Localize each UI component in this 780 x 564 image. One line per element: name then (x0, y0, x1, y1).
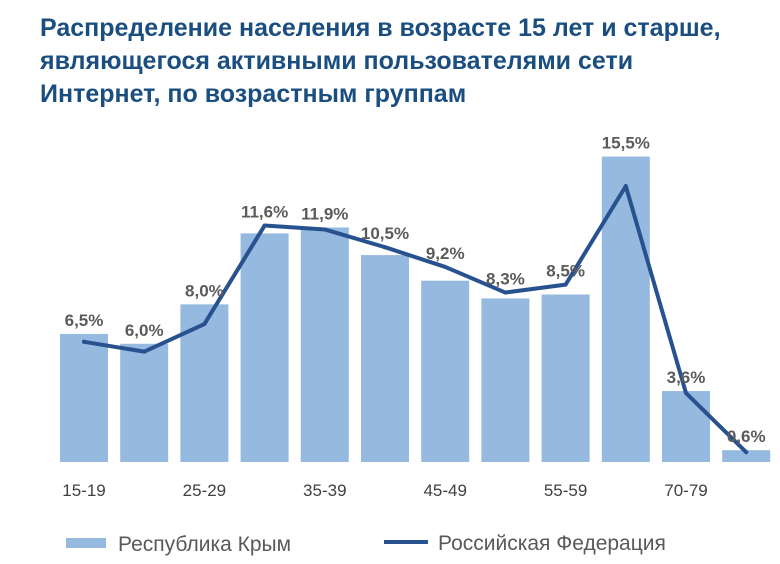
legend-label-line: Российская Федерация (438, 532, 666, 555)
line-group (82, 184, 749, 455)
line-point-45-49 (443, 264, 448, 269)
line-point-70-79 (684, 391, 688, 396)
chart-title-line-1: Распределение населения в возрасте 15 ле… (40, 14, 721, 42)
bar-25-29 (180, 304, 229, 462)
x-tick-label: 15-19 (62, 481, 105, 500)
bar-35-39 (300, 227, 349, 462)
x-tick-label: 35-39 (303, 481, 346, 500)
line-point-80+ (744, 450, 749, 455)
bar-70-79 (662, 391, 710, 462)
chart-title-line-3: Интернет, по возрастным группам (40, 80, 467, 108)
data-label-60-69: 15,5% (602, 134, 650, 153)
legend-swatch-bar (66, 538, 106, 548)
data-label-40-44: 10,5% (361, 224, 409, 243)
data-label-55-59: 8,5% (546, 262, 585, 281)
bars-group (60, 156, 771, 462)
data-label-35-39: 11,9% (301, 205, 348, 224)
bar-80+ (722, 450, 771, 462)
bar-20-24 (120, 343, 169, 462)
x-tick-label: 25-29 (183, 481, 226, 500)
line-point-60-69 (623, 184, 628, 189)
chart-title: Распределение населения в возрасте 15 ле… (40, 12, 760, 111)
bar-30-34 (240, 233, 289, 462)
line-point-40-44 (383, 245, 387, 250)
line-point-25-29 (202, 322, 207, 327)
data-labels-group: 6,5% 6,0% 8,0% 11,6% 11,9% 10,5% 9,2% 8,3% 8,5% 1… (65, 134, 766, 447)
bar-55-59 (541, 294, 590, 462)
data-label-25-29: 8,0% (185, 281, 224, 300)
line-point-50-54 (503, 290, 508, 295)
data-label-70-79: 3,6% (667, 368, 706, 387)
line-point-30-34 (262, 223, 267, 228)
x-tick-label: 45-49 (423, 481, 466, 500)
line-point-35-39 (322, 227, 327, 232)
bar-60-69 (601, 156, 650, 462)
bar-40-44 (361, 255, 409, 462)
data-label-20-24: 6,0% (125, 321, 164, 340)
line-point-20-24 (142, 349, 147, 354)
line-point-55-59 (563, 282, 568, 287)
chart-title-line-2: являющегося активными пользователями сет… (40, 47, 634, 75)
data-label-80+: 0,6% (727, 427, 766, 446)
legend-label-bar: Республика Крым (118, 533, 291, 556)
bar-50-54 (481, 298, 530, 462)
data-label-15-19: 6,5% (65, 311, 104, 330)
data-label-45-49: 9,2% (426, 244, 465, 263)
legend: Республика Крым Российская Федерация (66, 532, 666, 556)
bar-15-19 (60, 333, 108, 462)
line-series-rf (82, 184, 749, 455)
bar-45-49 (421, 280, 470, 462)
data-label-30-34: 11,6% (241, 203, 288, 222)
line-point-15-19 (82, 339, 86, 344)
data-label-50-54: 8,3% (486, 270, 525, 289)
x-tick-label: 70-79 (664, 481, 707, 500)
x-tick-label: 55-59 (544, 481, 587, 500)
x-axis-ticks: 15-19 25-29 35-39 45-49 55-59 70-79 (62, 481, 707, 500)
